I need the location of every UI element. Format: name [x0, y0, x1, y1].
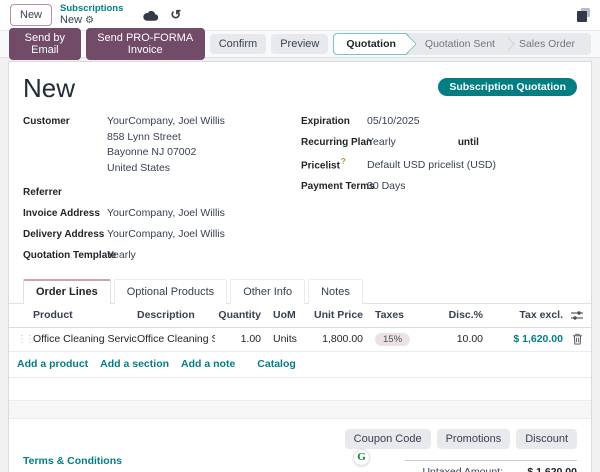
payment-terms-label: Payment Terms	[301, 180, 375, 192]
recurring-plan-label: Recurring Plan	[301, 136, 373, 148]
col-discount: Disc.%	[448, 309, 483, 322]
invoice-address-field[interactable]: YourCompany, Joel Willis	[107, 206, 225, 219]
tab-other-info[interactable]: Other Info	[230, 278, 306, 304]
confirm-button[interactable]: Confirm	[209, 34, 267, 54]
preview-button[interactable]: Preview	[271, 34, 329, 54]
expiration-field[interactable]: 05/10/2025	[367, 114, 420, 127]
send-by-email-button[interactable]: Send by Email	[9, 28, 81, 60]
new-record-button[interactable]: New	[10, 4, 53, 26]
top-navigation-bar: New Subscriptions New ⚙ ↺	[0, 0, 600, 30]
gear-icon[interactable]: ⚙	[85, 14, 94, 26]
col-product: Product	[33, 309, 73, 322]
tax-badge[interactable]: 15%	[375, 333, 411, 347]
send-proforma-invoice-button[interactable]: Send PRO-FORMA Invoice	[85, 28, 205, 60]
add-product-link[interactable]: Add a product	[17, 358, 89, 371]
col-uom: UoM	[273, 309, 296, 322]
breadcrumb-record-name: New	[60, 14, 83, 27]
status-step-sales-order[interactable]: Sales Order	[502, 33, 587, 55]
add-note-link[interactable]: Add a note	[181, 358, 236, 371]
right-field-column: Expiration 05/10/2025 Recurring Plan Yea…	[301, 115, 577, 270]
cell-unit-price[interactable]: 1,800.00	[322, 333, 363, 346]
optional-columns-icon[interactable]	[563, 310, 583, 321]
col-taxes: Taxes	[375, 309, 404, 322]
promotions-button[interactable]: Promotions	[436, 428, 511, 449]
footer-section: Terms & Conditions G Coupon Code Promoti…	[23, 419, 577, 472]
pricelist-label: Pricelist?	[301, 156, 346, 171]
discount-button[interactable]: Discount	[516, 428, 577, 449]
tab-notes[interactable]: Notes	[308, 278, 363, 304]
table-row: ⋮⋮ Office Cleaning Service (SUB) Office …	[9, 328, 591, 352]
quotation-template-field[interactable]: Yearly	[107, 248, 136, 261]
browser-extension-icon[interactable]	[576, 8, 590, 22]
subscription-quotation-badge: Subscription Quotation	[438, 78, 577, 96]
col-description: Description	[137, 309, 195, 322]
cell-quantity[interactable]: 1.00	[240, 333, 261, 346]
cell-description[interactable]: Office Cleaning Service (SUB)	[137, 333, 215, 346]
table-header-row: Product Description Quantity UoM Unit Pr…	[9, 304, 591, 328]
until-label: until	[457, 136, 479, 148]
cell-discount[interactable]: 10.00	[456, 333, 483, 346]
record-title[interactable]: New	[23, 73, 76, 103]
customer-field[interactable]: YourCompany, Joel Willis	[107, 114, 225, 127]
left-field-column: Customer YourCompany, Joel Willis 858 Ly…	[23, 115, 301, 270]
tab-strip: Order Lines Optional Products Other Info…	[9, 278, 591, 304]
untaxed-amount-value: $ 1,620.00	[527, 465, 577, 472]
discard-undo-icon[interactable]: ↺	[170, 7, 182, 22]
delivery-address-field[interactable]: YourCompany, Joel Willis	[107, 227, 225, 240]
add-section-link[interactable]: Add a section	[100, 358, 170, 371]
cell-tax-excl: $ 1,620.00	[513, 333, 563, 346]
breadcrumb: Subscriptions New ⚙	[60, 2, 124, 27]
section-separator	[9, 399, 591, 419]
referrer-label: Referrer	[23, 186, 62, 198]
catalog-link[interactable]: Catalog	[257, 358, 296, 371]
breadcrumb-app-link[interactable]: Subscriptions	[60, 2, 124, 14]
col-quantity: Quantity	[218, 309, 261, 322]
totals-block: Untaxed Amount: $ 1,620.00 Tax 15%: $ 24…	[405, 459, 577, 472]
tab-optional-products[interactable]: Optional Products	[113, 278, 228, 304]
action-bar: Send by Email Send PRO-FORMA Invoice Con…	[0, 28, 600, 60]
notebook: Order Lines Optional Products Other Info…	[9, 278, 591, 378]
grammarly-icon[interactable]: G	[353, 448, 370, 466]
cell-uom[interactable]: Units	[273, 333, 297, 346]
delete-row-icon[interactable]	[563, 333, 583, 345]
status-pipeline: Quotation Quotation Sent Sales Order	[333, 33, 591, 55]
expiration-label: Expiration	[301, 115, 350, 127]
help-icon: ?	[340, 156, 346, 166]
col-tax-excl: Tax excl.	[519, 309, 563, 322]
payment-terms-field[interactable]: 30 Days	[367, 179, 406, 192]
order-lines-table: Product Description Quantity UoM Unit Pr…	[9, 304, 591, 378]
untaxed-amount-label: Untaxed Amount:	[422, 465, 503, 472]
invoice-address-label: Invoice Address	[23, 207, 100, 219]
recurring-plan-field[interactable]: Yearly	[367, 135, 396, 148]
cell-product[interactable]: Office Cleaning Service (SUB)	[33, 333, 137, 346]
status-step-quotation-sent[interactable]: Quotation Sent	[424, 38, 495, 50]
pricelist-field[interactable]: Default USD pricelist (USD)	[367, 158, 496, 171]
terms-and-conditions-link[interactable]: Terms & Conditions	[23, 454, 122, 467]
coupon-code-button[interactable]: Coupon Code	[344, 428, 431, 449]
table-footer-links: Add a product Add a section Add a note C…	[9, 352, 591, 378]
col-unit-price: Unit Price	[313, 309, 363, 322]
status-step-quotation[interactable]: Quotation	[333, 33, 409, 55]
drag-handle-icon[interactable]: ⋮⋮	[17, 333, 35, 345]
tab-order-lines[interactable]: Order Lines	[23, 278, 111, 304]
delivery-address-label: Delivery Address	[23, 228, 105, 240]
save-cloud-icon[interactable]	[143, 10, 159, 21]
form-sheet: New Subscription Quotation Customer Your…	[8, 61, 592, 472]
customer-address: 858 Lynn Street Bayonne NJ 07002 United …	[107, 130, 197, 175]
quotation-template-label: Quotation Template	[23, 249, 117, 261]
customer-label: Customer	[23, 115, 70, 127]
